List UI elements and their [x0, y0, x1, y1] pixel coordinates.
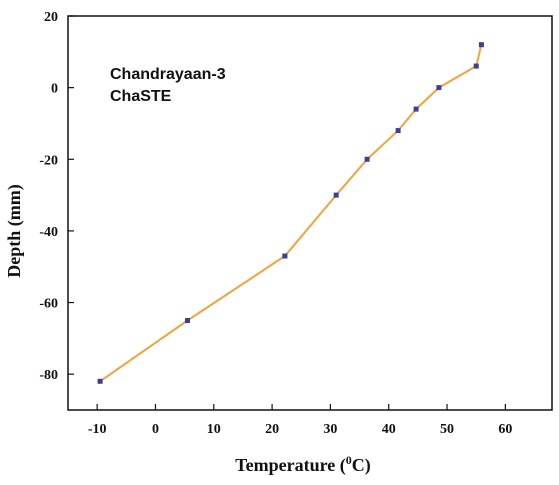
x-tick-label-0: -10 [88, 422, 107, 437]
y-tick-label-4: -60 [39, 297, 58, 312]
data-point-0-7 [436, 85, 442, 91]
plot-area: -10 0 10 20 30 40 50 60 20 0 -20 -40 -60 -80 [39, 10, 553, 437]
annotation-line-2: ChaSTE [110, 88, 172, 105]
data-point-0-6 [413, 106, 419, 112]
y-tick-label-1: 0 [51, 82, 58, 97]
data-point-0-8 [473, 63, 479, 69]
y-tick-label-5: -80 [39, 368, 58, 383]
x-tick-label-1: 0 [152, 422, 159, 437]
x-tick-label-7: 60 [498, 422, 512, 437]
x-axis-title-superscript: 0 [346, 453, 352, 467]
y-tick-label-0: 20 [44, 10, 58, 25]
x-axis-title: Temperature (0C) [235, 453, 370, 476]
x-tick-label-6: 50 [440, 422, 454, 437]
data-point-0-0 [97, 378, 103, 384]
x-axis-title-main: Temperature ( [235, 455, 345, 476]
x-tick-label-2: 10 [207, 422, 221, 437]
x-tick-label-5: 40 [382, 422, 396, 437]
annotation-line-1: Chandrayaan-3 [110, 66, 226, 83]
x-tick-label-3: 20 [265, 422, 279, 437]
data-point-0-3 [333, 192, 339, 198]
y-tick-label-2: -20 [39, 153, 58, 168]
y-axis-title: Depth (mm) [4, 184, 25, 277]
series-line-0 [99, 44, 483, 383]
data-point-0-5 [395, 128, 401, 134]
y-tick-label-3: -40 [39, 225, 58, 240]
data-point-0-9 [478, 42, 484, 48]
data-point-0-2 [282, 253, 288, 259]
data-point-0-1 [185, 318, 190, 323]
x-tick-label-4: 30 [323, 422, 337, 437]
data-point-0-4 [364, 156, 370, 162]
x-axis-title-unit: C) [352, 455, 371, 476]
plot-frame [67, 15, 553, 411]
